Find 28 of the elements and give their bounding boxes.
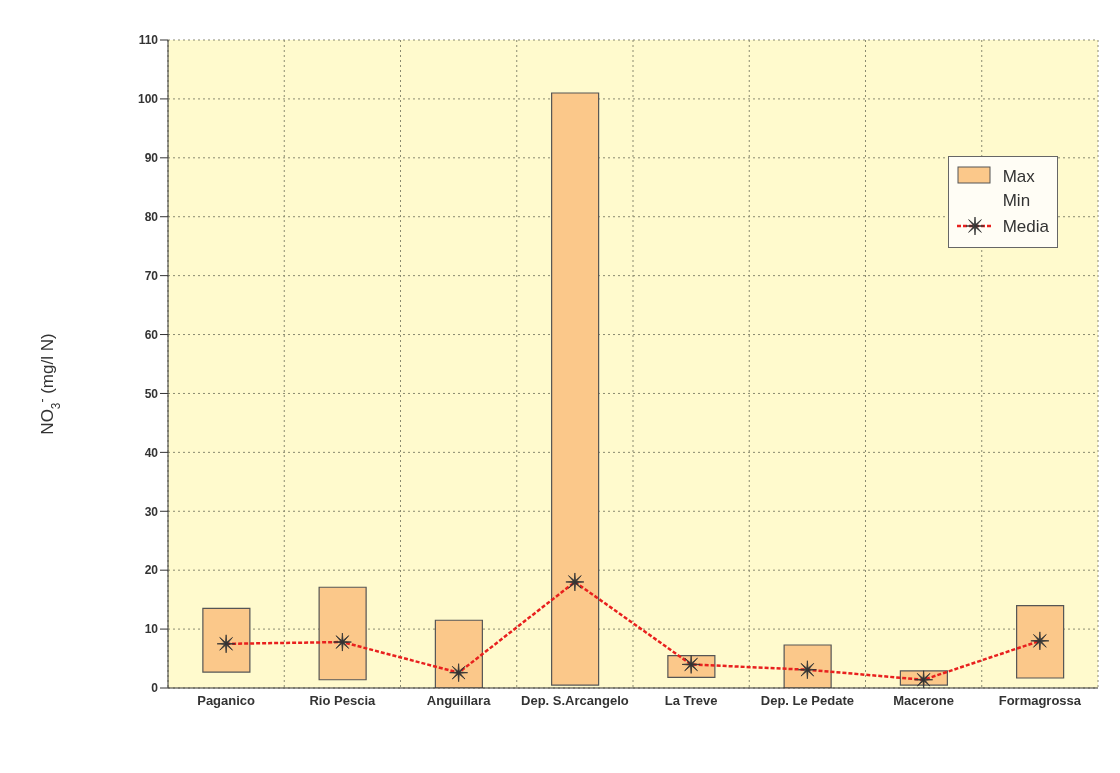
bar [783,644,832,688]
bar [1016,604,1065,679]
bar [551,92,600,686]
x-tick-label: Dep. S.Arcangelo [521,693,629,709]
y-tick-label: 90 [144,151,159,166]
y-tick-label: 110 [138,33,159,48]
y-tick-label: 60 [144,327,159,342]
y-tick-label: 100 [137,92,159,107]
x-tick-label: Formagrossa [998,693,1082,709]
legend-label: Media [1002,216,1049,238]
x-tick-label: Macerone [893,693,954,709]
x-tick-label: Dep. Le Pedate [760,693,854,709]
y-tick-label: 30 [144,504,159,519]
y-tick-label: 50 [144,386,159,401]
y-tick-label: 20 [144,563,159,578]
x-tick-label: La Treve [664,693,718,709]
legend-label: Max Min [1002,166,1035,212]
x-tick-label: Rio Pescia [309,693,377,709]
bar [202,607,251,673]
bar [434,619,483,688]
x-tick-label: Paganico [197,693,256,709]
y-tick-label: 10 [144,622,159,637]
x-tick-label: Anguillara [426,693,492,709]
y-tick-label: 70 [144,268,159,283]
y-tick-label: 0 [151,681,159,696]
y-tick-label: 40 [144,445,159,460]
y-tick-label: 80 [144,209,159,224]
bar [318,586,367,681]
